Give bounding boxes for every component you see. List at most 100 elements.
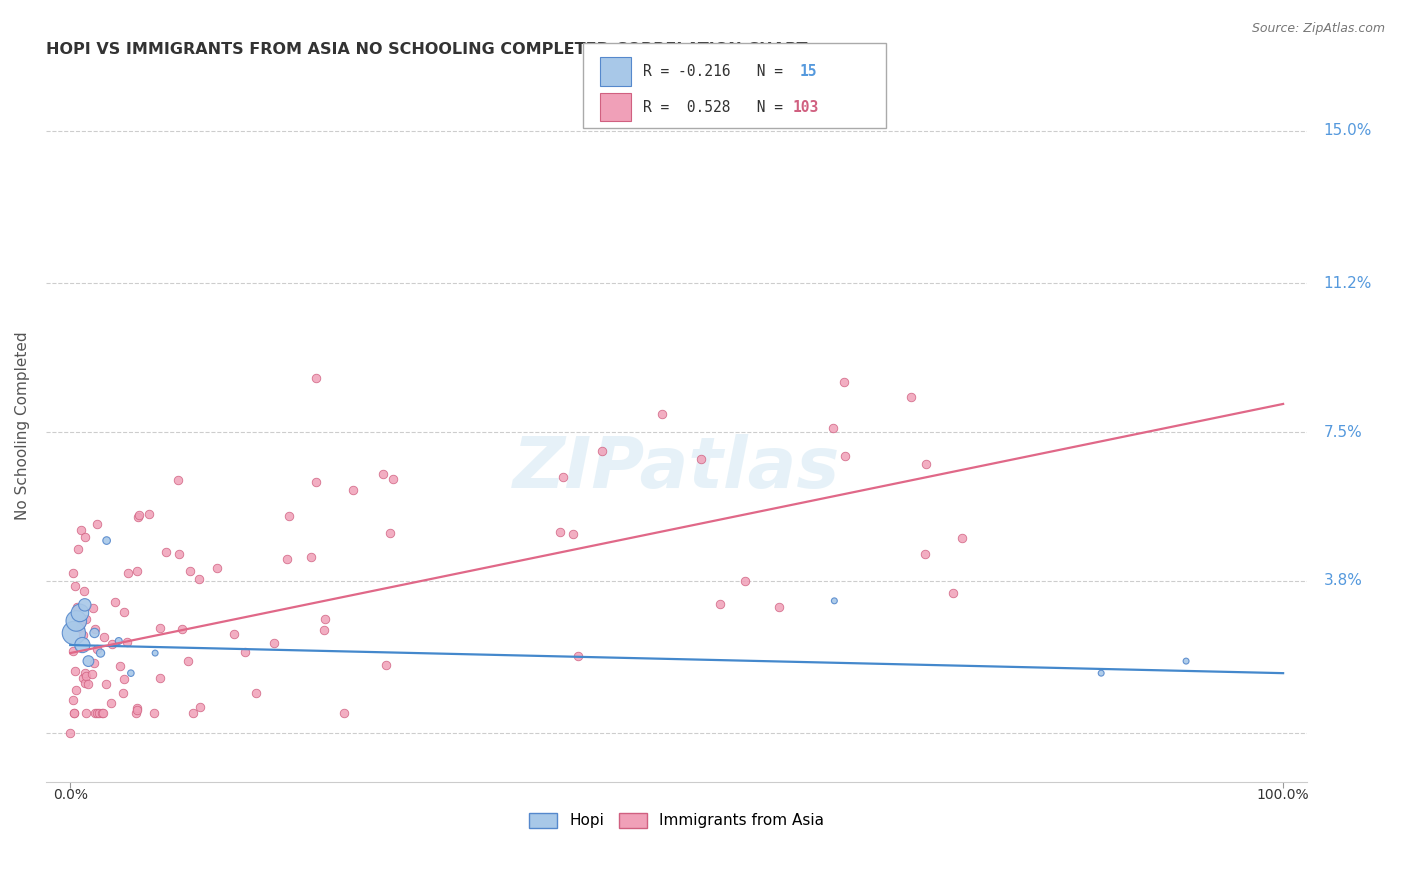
Point bbox=[112, 605, 135, 619]
Point bbox=[93, 706, 115, 721]
Point bbox=[768, 600, 790, 615]
Point bbox=[1090, 666, 1112, 681]
Point bbox=[263, 635, 285, 649]
Point bbox=[86, 642, 108, 657]
Point bbox=[125, 701, 148, 715]
Point bbox=[73, 583, 96, 598]
Point bbox=[834, 375, 856, 389]
Point bbox=[96, 533, 118, 548]
Y-axis label: No Schooling Completed: No Schooling Completed bbox=[15, 332, 30, 520]
Point bbox=[299, 550, 322, 565]
Point bbox=[73, 598, 96, 612]
Point bbox=[100, 696, 122, 710]
Text: 15.0%: 15.0% bbox=[1324, 123, 1372, 138]
Point bbox=[115, 635, 138, 649]
Point bbox=[72, 671, 94, 685]
Point bbox=[107, 634, 129, 648]
Point bbox=[143, 706, 166, 721]
Point bbox=[591, 444, 613, 458]
Point bbox=[84, 706, 107, 721]
Text: 100.0%: 100.0% bbox=[1257, 788, 1309, 802]
Point bbox=[233, 644, 256, 658]
Point bbox=[245, 686, 267, 700]
Point bbox=[548, 525, 571, 540]
Point bbox=[86, 706, 108, 721]
Point bbox=[66, 542, 89, 557]
Point bbox=[103, 595, 125, 609]
Point bbox=[177, 654, 200, 668]
Point bbox=[149, 671, 172, 685]
Point bbox=[382, 472, 405, 486]
Point bbox=[93, 630, 115, 644]
Point bbox=[188, 700, 211, 714]
Point bbox=[101, 637, 124, 651]
Text: R = -0.216   N =: R = -0.216 N = bbox=[643, 64, 800, 78]
Point bbox=[167, 547, 190, 561]
Point bbox=[77, 654, 100, 668]
Text: 0.0%: 0.0% bbox=[53, 788, 87, 802]
Point bbox=[148, 621, 170, 635]
Point bbox=[167, 473, 190, 487]
Point bbox=[69, 606, 91, 620]
Point bbox=[90, 646, 112, 660]
Legend: Hopi, Immigrants from Asia: Hopi, Immigrants from Asia bbox=[523, 806, 830, 835]
Point bbox=[83, 626, 105, 640]
Point bbox=[125, 564, 148, 578]
Point bbox=[138, 507, 160, 521]
Point bbox=[63, 664, 86, 678]
Point bbox=[333, 706, 356, 721]
Point bbox=[94, 677, 117, 691]
Point bbox=[91, 706, 114, 721]
Point bbox=[62, 644, 84, 658]
Point bbox=[111, 686, 134, 700]
Point bbox=[59, 726, 82, 740]
Point bbox=[1175, 654, 1198, 668]
Point bbox=[62, 693, 84, 707]
Point bbox=[561, 527, 583, 541]
Point bbox=[378, 525, 401, 540]
Point bbox=[128, 508, 150, 522]
Point bbox=[900, 390, 922, 404]
Text: ZIPatlas: ZIPatlas bbox=[513, 434, 841, 503]
Point bbox=[567, 649, 589, 664]
Point bbox=[651, 408, 673, 422]
Point bbox=[304, 475, 326, 489]
Text: 15: 15 bbox=[800, 64, 817, 78]
Point bbox=[155, 545, 177, 559]
Text: 7.5%: 7.5% bbox=[1324, 425, 1362, 440]
Point bbox=[63, 626, 86, 640]
Point bbox=[914, 458, 936, 472]
Text: 11.2%: 11.2% bbox=[1324, 276, 1372, 291]
Point bbox=[108, 658, 131, 673]
Point bbox=[172, 622, 194, 636]
Point bbox=[72, 628, 94, 642]
Point bbox=[72, 638, 94, 652]
Point bbox=[205, 561, 228, 575]
Point bbox=[75, 668, 97, 682]
Point bbox=[75, 706, 97, 721]
Point bbox=[70, 523, 93, 537]
Text: Source: ZipAtlas.com: Source: ZipAtlas.com bbox=[1251, 22, 1385, 36]
Point bbox=[821, 421, 844, 435]
Point bbox=[62, 566, 84, 580]
Point bbox=[181, 706, 204, 721]
Point bbox=[278, 508, 301, 523]
Point bbox=[63, 579, 86, 593]
Point bbox=[117, 566, 139, 581]
Point bbox=[179, 564, 201, 578]
Point bbox=[83, 656, 105, 670]
Point bbox=[942, 586, 965, 600]
Point bbox=[84, 622, 107, 636]
Point bbox=[82, 601, 104, 615]
Point bbox=[690, 451, 713, 466]
Point bbox=[62, 706, 84, 721]
Point bbox=[314, 612, 336, 626]
Text: 103: 103 bbox=[793, 100, 820, 114]
Point bbox=[124, 706, 146, 721]
Point bbox=[65, 614, 87, 628]
Point bbox=[120, 666, 142, 681]
Point bbox=[65, 682, 87, 697]
Point bbox=[70, 615, 93, 630]
Point bbox=[73, 675, 96, 690]
Text: HOPI VS IMMIGRANTS FROM ASIA NO SCHOOLING COMPLETED CORRELATION CHART: HOPI VS IMMIGRANTS FROM ASIA NO SCHOOLIN… bbox=[46, 42, 807, 57]
